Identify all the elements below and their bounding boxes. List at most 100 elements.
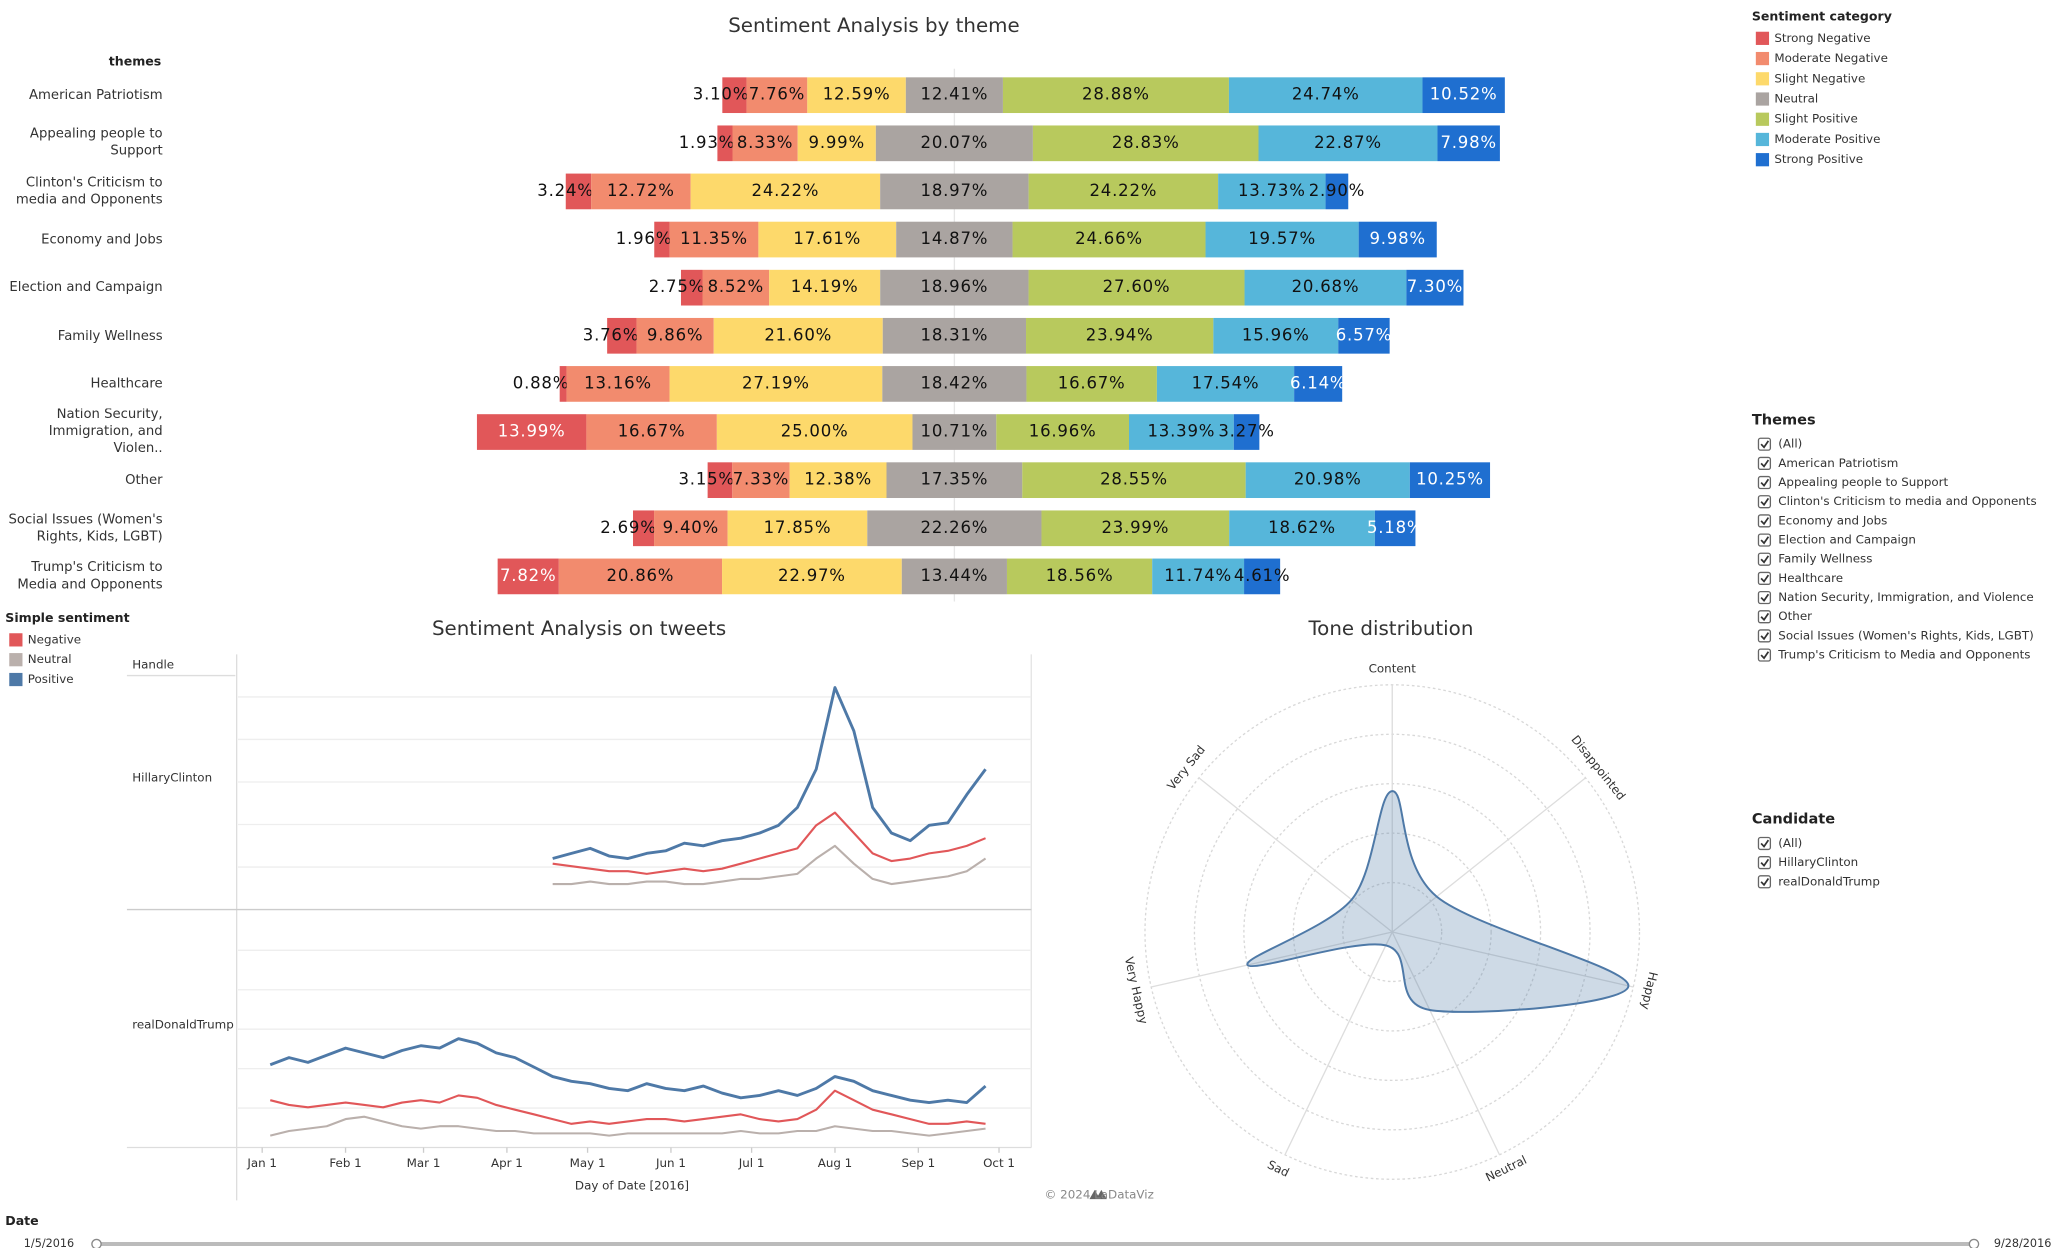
checkbox[interactable] <box>1757 552 1772 566</box>
filter-title: Candidate <box>1752 812 1835 828</box>
filter-option[interactable]: Trump's Criticism to Media and Opponents <box>1777 648 2030 662</box>
bar-segment <box>680 269 703 306</box>
legend-swatch <box>1755 51 1770 66</box>
bar-segment <box>912 414 997 450</box>
data-label: 20.07% <box>921 133 989 152</box>
data-label: 10.25% <box>1416 470 1484 489</box>
bar-segment <box>566 366 670 402</box>
x-tick-label: Aug 1 <box>818 1156 853 1170</box>
bar-segment <box>905 77 1003 114</box>
checkbox[interactable] <box>1757 533 1772 547</box>
category-label-box: Election and Campaign <box>9 280 162 295</box>
bar-segment <box>654 221 670 258</box>
data-label: 21.60% <box>764 325 832 344</box>
category-label: Nation Security, Immigration, and Violen… <box>48 408 163 456</box>
checkbox[interactable] <box>1757 629 1772 643</box>
bar-segment <box>722 77 747 114</box>
checkbox[interactable] <box>1757 514 1772 528</box>
bar-segment <box>558 558 723 595</box>
filter-option[interactable]: Economy and Jobs <box>1778 513 1887 527</box>
filter-option[interactable]: Clinton's Criticism to media and Opponen… <box>1778 494 2036 508</box>
bar-segment <box>1152 558 1245 595</box>
filter-option[interactable]: Election and Campaign <box>1778 533 1916 547</box>
radar-label: Very Happy <box>1122 956 1151 1026</box>
checkbox[interactable] <box>1757 648 1772 662</box>
data-label: 9.98% <box>1369 229 1425 248</box>
data-label: 3.24% <box>537 181 593 200</box>
category-label: Trump's Criticism to Media and Opponents <box>17 560 163 593</box>
filter-option[interactable]: Nation Security, Immigration, and Violen… <box>1778 590 2033 604</box>
bar-segment <box>1406 269 1464 306</box>
data-label: 18.62% <box>1268 518 1336 537</box>
category-label: Healthcare <box>90 376 163 392</box>
checkmark <box>1760 459 1770 468</box>
x-tick-label: Jan 1 <box>246 1156 277 1170</box>
checkbox[interactable] <box>1757 610 1772 624</box>
data-label: 7.30% <box>1407 277 1463 296</box>
data-label: 16.96% <box>1029 422 1097 441</box>
bar-segment <box>633 510 655 547</box>
bar-segment <box>789 462 887 499</box>
filter-option[interactable]: Appealing people to Support <box>1778 475 1948 489</box>
date-slider-handle[interactable] <box>91 1238 102 1248</box>
legend-swatch <box>9 653 23 667</box>
bar-segment <box>1245 462 1410 499</box>
data-label: 13.44% <box>921 566 989 585</box>
bar-segment <box>1229 510 1375 547</box>
footer: © 2024 LaDataViz <box>1045 1188 1154 1202</box>
category-label-box: Nation Security, Immigration, and Violen… <box>48 408 163 456</box>
bar-segment <box>1022 462 1246 499</box>
data-label: 1.93% <box>679 133 735 152</box>
bar-segment <box>1338 317 1390 354</box>
data-label: 3.76% <box>583 325 639 344</box>
checkbox[interactable] <box>1757 475 1772 490</box>
filter-option[interactable]: (All) <box>1778 836 1802 850</box>
data-label: 2.90% <box>1309 181 1365 200</box>
legend-label: Slight Negative <box>1774 71 1865 85</box>
checkbox[interactable] <box>1757 856 1772 870</box>
data-label: 18.42% <box>921 373 989 392</box>
checkbox[interactable] <box>1757 437 1772 451</box>
checkbox[interactable] <box>1757 456 1772 470</box>
checkbox[interactable] <box>1757 590 1772 605</box>
bar-segment <box>476 414 587 450</box>
date-filter-title: Date <box>5 1213 38 1228</box>
bar-segment <box>1325 173 1349 210</box>
bar-segment <box>690 173 881 210</box>
bar-segment <box>896 221 1013 258</box>
checkbox[interactable] <box>1757 571 1772 585</box>
data-label: 9.40% <box>663 518 719 537</box>
data-label: 13.39% <box>1148 422 1216 441</box>
data-label: 20.86% <box>607 566 675 585</box>
bar-segment <box>1026 317 1214 354</box>
filter-option[interactable]: Healthcare <box>1778 571 1843 585</box>
data-label: 23.94% <box>1086 325 1154 344</box>
data-label: 12.72% <box>607 181 675 200</box>
checkbox[interactable] <box>1757 875 1772 889</box>
filter-option[interactable]: (All) <box>1778 437 1802 451</box>
filter-option[interactable]: realDonaldTrump <box>1778 874 1880 888</box>
radar-label: Sad <box>1265 1157 1291 1179</box>
filter-option[interactable]: Social Issues (Women's Rights, Kids, LGB… <box>1778 628 2033 642</box>
filter-option[interactable]: HillaryClinton <box>1778 855 1858 869</box>
checkmark <box>1760 517 1770 526</box>
filter-option[interactable]: Other <box>1778 609 1812 623</box>
date-slider-handle[interactable] <box>1968 1238 1980 1248</box>
x-tick-label: May 1 <box>570 1156 606 1170</box>
data-label: 22.87% <box>1314 133 1382 152</box>
legend-label: Negative <box>28 632 81 646</box>
bar-segment <box>1026 366 1157 402</box>
category-label: Social Issues (Women's Rights, Kids, LGB… <box>8 512 163 545</box>
bar-segment <box>702 269 770 306</box>
filter-option[interactable]: Family Wellness <box>1778 552 1872 566</box>
checkbox[interactable] <box>1757 495 1772 509</box>
data-label: 11.35% <box>680 229 748 248</box>
filter-option[interactable]: American Patriotism <box>1778 456 1898 470</box>
x-tick-label: Oct 1 <box>983 1156 1015 1170</box>
data-label: 3.27% <box>1218 422 1274 441</box>
radar-label: Happy <box>1638 970 1660 1010</box>
radar-axis <box>1391 777 1586 933</box>
data-label: 13.73% <box>1238 181 1306 200</box>
checkbox[interactable] <box>1757 836 1772 851</box>
bar-segment <box>1374 510 1416 547</box>
